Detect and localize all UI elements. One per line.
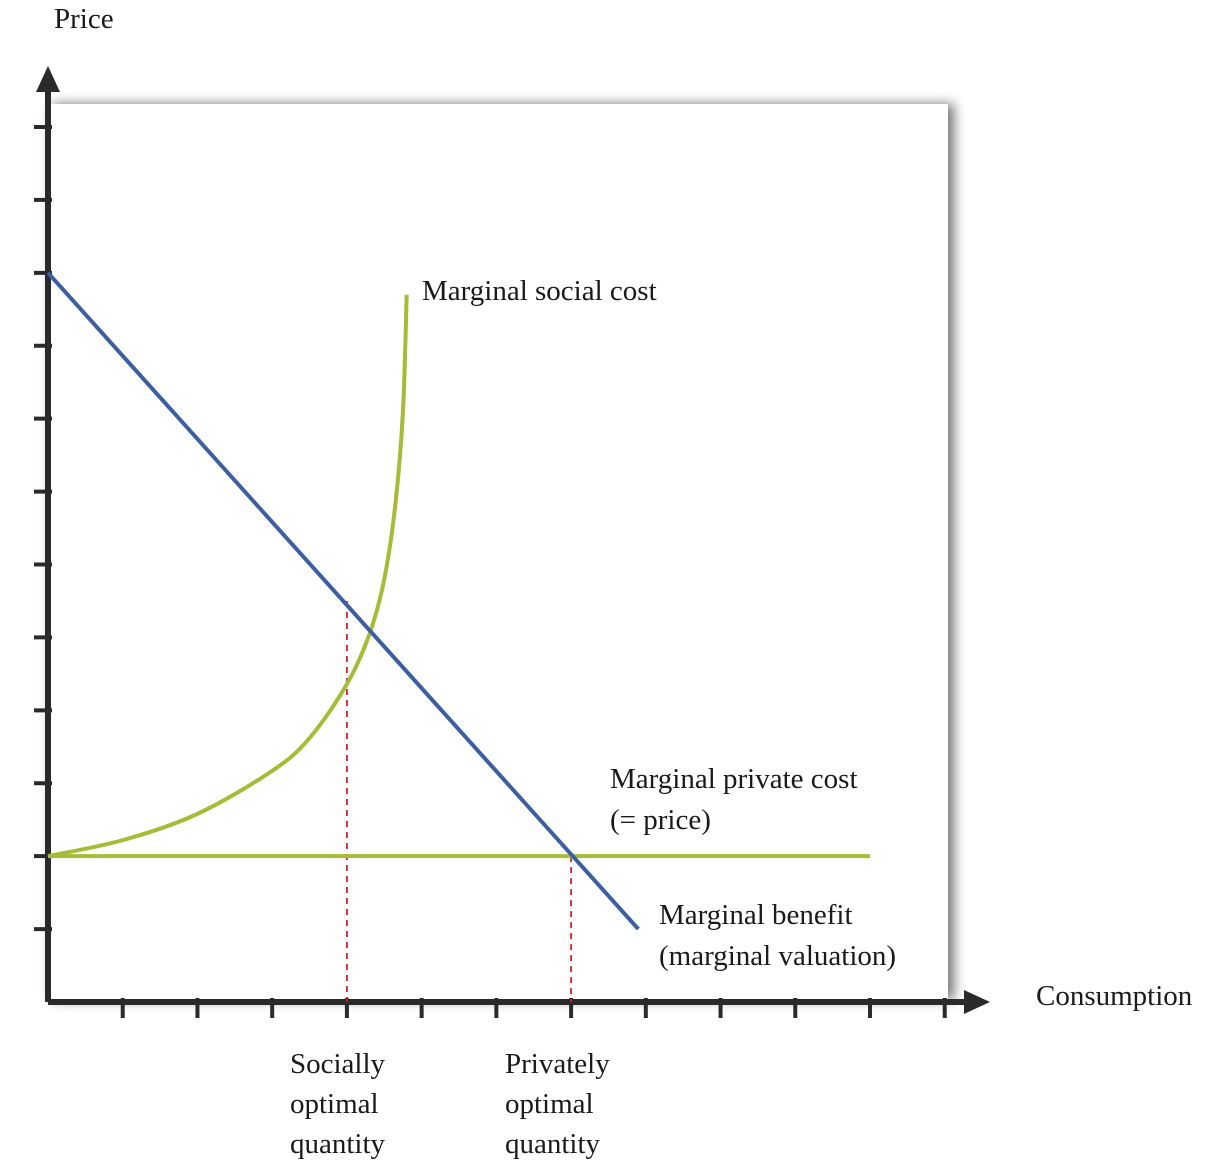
privately-optimal-quantity-label: Privately optimal quantity (505, 1048, 610, 1160)
marginal-social-cost-label: Marginal social cost (422, 275, 657, 307)
x-axis-label: Consumption (1036, 980, 1193, 1012)
marginal-social-cost-curve (47, 294, 409, 859)
marginal-private-cost-label: Marginal private cost (= price) (610, 763, 858, 836)
guide-lines (346, 600, 572, 1002)
marginal-benefit-line (46, 271, 640, 931)
socially-optimal-quantity-label: Socially optimal quantity (290, 1048, 386, 1160)
x-axis-arrowhead (964, 990, 990, 1014)
y-axis-label: Price (54, 3, 114, 35)
series-group (46, 271, 870, 931)
axes (34, 66, 990, 1018)
marginal-benefit-label: Marginal benefit (marginal valuation) (659, 899, 896, 972)
text-labels: Price Consumption Marginal social cost Ma… (54, 3, 1193, 1160)
plot-panel (46, 104, 948, 1000)
y-axis-arrowhead (36, 66, 60, 92)
